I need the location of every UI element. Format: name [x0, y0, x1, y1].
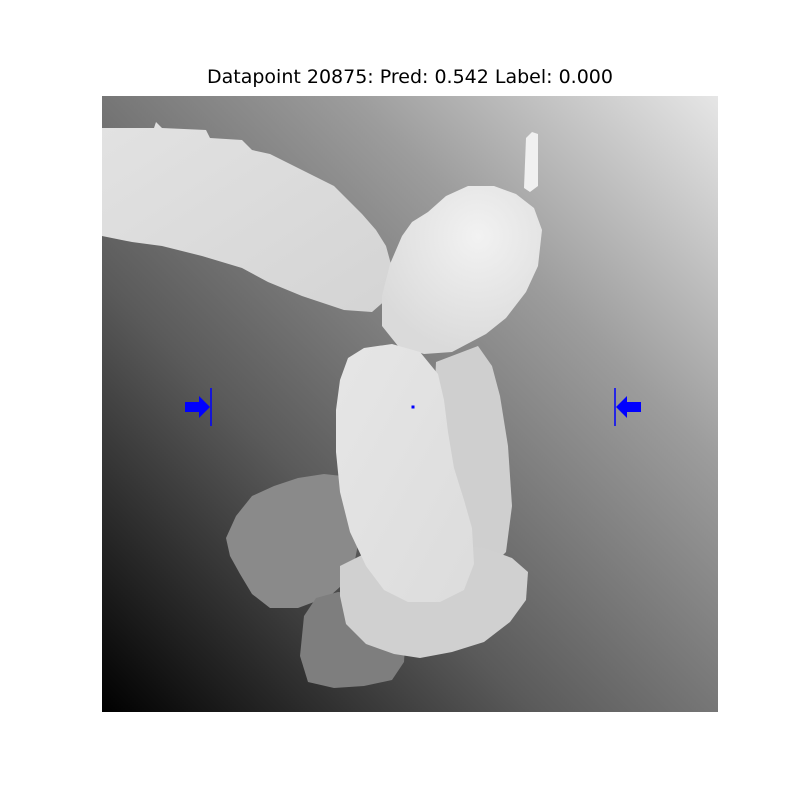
upper-blob-region [382, 186, 542, 354]
figure-title: Datapoint 20875: Pred: 0.542 Label: 0.00… [207, 66, 613, 88]
spike-region [524, 132, 538, 192]
depth-image-panel [102, 96, 718, 712]
central-body-region [336, 344, 474, 602]
upper-arm-region [102, 122, 392, 312]
depth-image [102, 96, 718, 712]
right-gripper-arrow-icon [614, 388, 641, 426]
grasp-center-point-icon [411, 405, 415, 409]
left-gripper-arrow-icon [185, 388, 212, 426]
left-lobe-region [226, 474, 358, 608]
